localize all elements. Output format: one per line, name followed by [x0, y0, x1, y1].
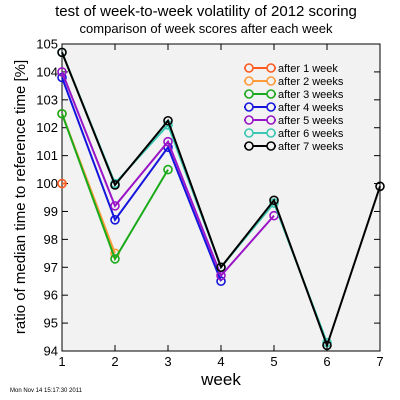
- data-point: [57, 67, 67, 77]
- legend-item: after 4 weeks: [244, 102, 344, 114]
- legend-marker: [244, 102, 254, 112]
- legend-marker: [244, 89, 254, 99]
- legend-item: after 6 weeks: [244, 128, 344, 140]
- series-4: [57, 72, 226, 287]
- y-tick-label: 105: [36, 37, 58, 52]
- legend-item: after 2 weeks: [244, 76, 344, 88]
- x-tick-label: 2: [111, 354, 118, 369]
- data-point: [163, 115, 173, 126]
- legend-label: after 6 weeks: [278, 128, 344, 140]
- x-tick-label: 7: [376, 354, 383, 369]
- y-tick-label: 96: [44, 288, 58, 303]
- data-point: [375, 181, 385, 192]
- data-point: [216, 262, 226, 273]
- chart-title: test of week-to-week volatility of 2012 …: [55, 3, 357, 20]
- series-line: [61, 77, 222, 282]
- legend-marker: [244, 63, 254, 73]
- legend-marker: [244, 115, 254, 125]
- y-tick-label: 104: [36, 64, 58, 79]
- legend-marker: [266, 128, 276, 138]
- legend-label: after 1 week: [278, 63, 338, 75]
- legend-marker: [266, 76, 276, 86]
- data-point: [57, 47, 67, 58]
- legend-marker: [266, 141, 276, 151]
- legend-marker: [244, 141, 254, 151]
- series-3: [57, 108, 173, 264]
- y-tick-label: 102: [36, 120, 58, 135]
- y-tick-label: 99: [44, 204, 58, 219]
- x-tick-label: 5: [270, 354, 277, 369]
- legend-label: after 2 weeks: [278, 76, 344, 88]
- data-point: [322, 340, 332, 351]
- plot-area: [61, 43, 381, 352]
- legend-item: after 3 weeks: [244, 89, 344, 101]
- data-point: [110, 201, 120, 211]
- legend-marker: [266, 102, 276, 112]
- data-point: [216, 276, 226, 287]
- series-line: [61, 71, 275, 278]
- data-point: [269, 195, 279, 206]
- x-tick-label: 3: [164, 354, 171, 369]
- data-point: [57, 108, 67, 119]
- y-tick-label: 94: [44, 344, 58, 359]
- legend-item: after 1 week: [244, 63, 338, 75]
- data-point: [110, 254, 120, 264]
- legend-marker: [266, 89, 276, 99]
- legend-label: after 4 weeks: [278, 102, 344, 114]
- legend-item: after 7 weeks: [244, 141, 344, 153]
- y-tick-label: 97: [44, 260, 58, 275]
- legend-marker: [244, 128, 254, 138]
- data-point: [110, 180, 120, 190]
- y-tick-label: 100: [36, 176, 58, 191]
- y-axis: 94 95 96 97 98 99 100 101 102 103 104 105: [36, 37, 380, 359]
- timestamp: Mon Nov 14 15:17:30 2011: [10, 388, 83, 394]
- series-1: [57, 178, 67, 189]
- x-tick-label: 4: [217, 354, 224, 369]
- legend-marker: [266, 115, 276, 125]
- data-point: [57, 178, 67, 189]
- series-7: [57, 47, 385, 351]
- x-tick-label: 1: [58, 354, 65, 369]
- x-tick-label: 6: [323, 354, 330, 369]
- series-line: [61, 52, 381, 349]
- series-layer: [57, 47, 385, 351]
- data-point: [163, 164, 173, 175]
- legend-item: after 5 weeks: [244, 115, 344, 127]
- x-axis-label: week: [200, 370, 241, 389]
- legend-marker: [244, 76, 254, 86]
- legend-label: after 3 weeks: [278, 89, 344, 101]
- y-tick-label: 103: [36, 92, 58, 107]
- legend-marker: [266, 63, 276, 73]
- data-point: [110, 215, 120, 225]
- y-tick-label: 95: [44, 316, 58, 331]
- chart-subtitle: comparison of week scores after each wee…: [80, 21, 333, 36]
- y-axis-label: ratio of median time to reference time […: [12, 60, 29, 334]
- y-tick-label: 98: [44, 232, 58, 247]
- data-point: [163, 136, 173, 147]
- series-line: [61, 113, 169, 262]
- legend-label: after 7 weeks: [278, 141, 344, 153]
- y-tick-label: 101: [36, 148, 58, 163]
- legend-label: after 5 weeks: [278, 115, 344, 127]
